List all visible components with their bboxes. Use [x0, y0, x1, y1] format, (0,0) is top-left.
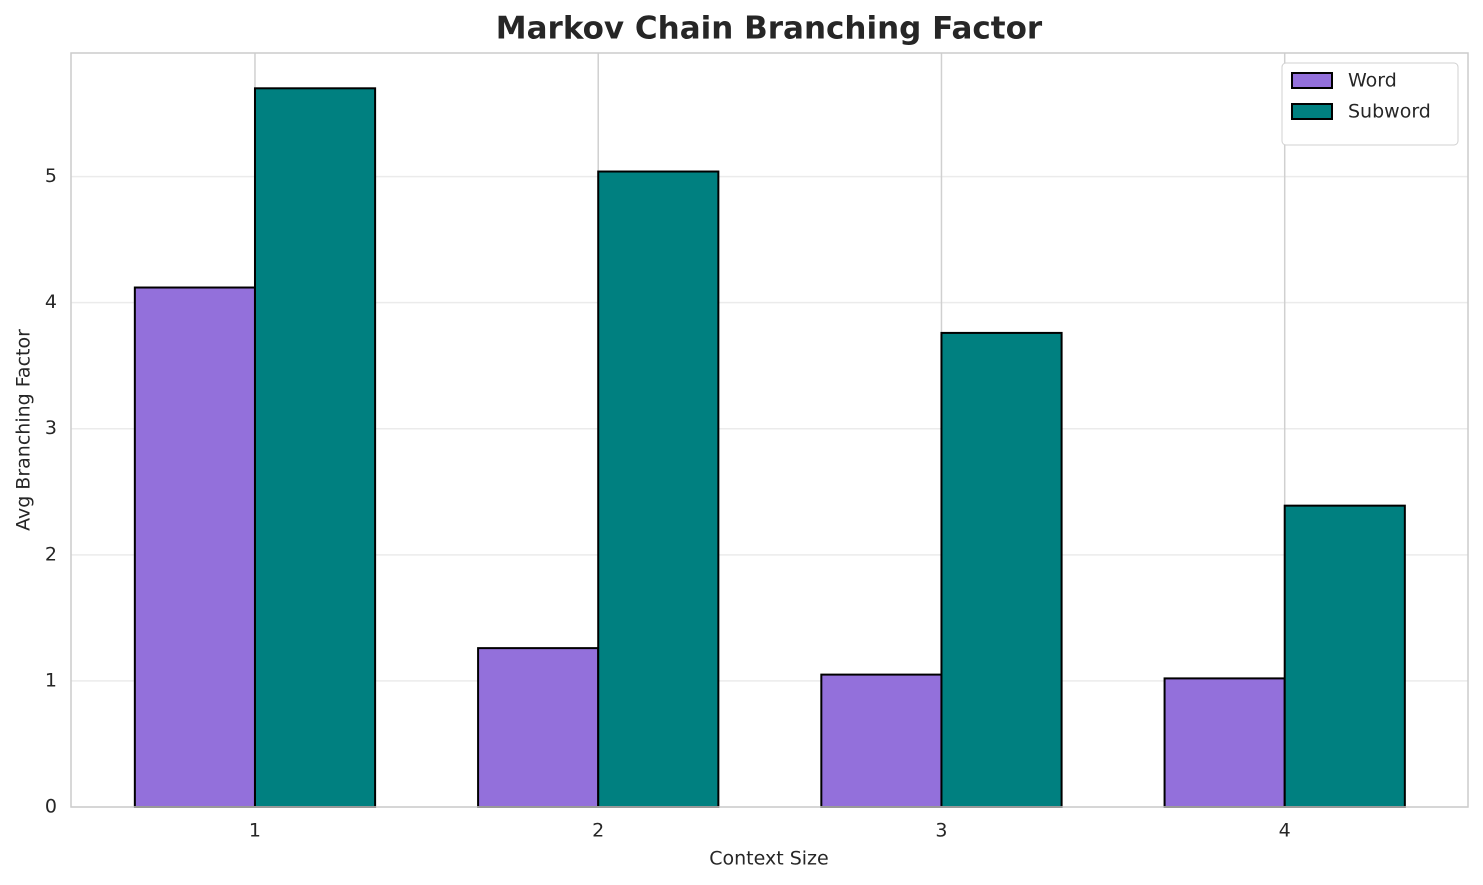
- y-tick-label: 4: [45, 291, 57, 313]
- bar: [133, 286, 256, 808]
- chart-title: Markov Chain Branching Factor: [496, 11, 1043, 47]
- bar: [1163, 677, 1286, 808]
- legend-label: Word: [1348, 70, 1397, 92]
- y-tick-label: 3: [45, 417, 57, 439]
- bar: [820, 673, 943, 809]
- x-axis-label: Context Size: [709, 848, 828, 870]
- y-tick-label: 0: [45, 796, 57, 818]
- x-tick-label: 1: [249, 820, 261, 842]
- bar: [253, 87, 377, 809]
- legend: Word Subword: [1281, 62, 1459, 146]
- x-tick-label: 4: [1279, 820, 1291, 842]
- x-tick-label: 3: [935, 820, 947, 842]
- bar: [940, 331, 1063, 808]
- bar: [597, 170, 720, 809]
- legend-swatch: [1291, 103, 1333, 120]
- y-tick-label: 5: [45, 165, 57, 187]
- y-tick-label: 2: [45, 543, 57, 565]
- y-tick-label: 1: [45, 669, 57, 691]
- bar: [1283, 504, 1406, 808]
- x-tick-label: 2: [592, 820, 604, 842]
- y-axis-label: Avg Branching Factor: [13, 329, 35, 531]
- legend-label: Subword: [1348, 101, 1431, 123]
- bar: [477, 647, 600, 808]
- plot-frame: [70, 52, 1469, 808]
- legend-swatch: [1291, 72, 1333, 89]
